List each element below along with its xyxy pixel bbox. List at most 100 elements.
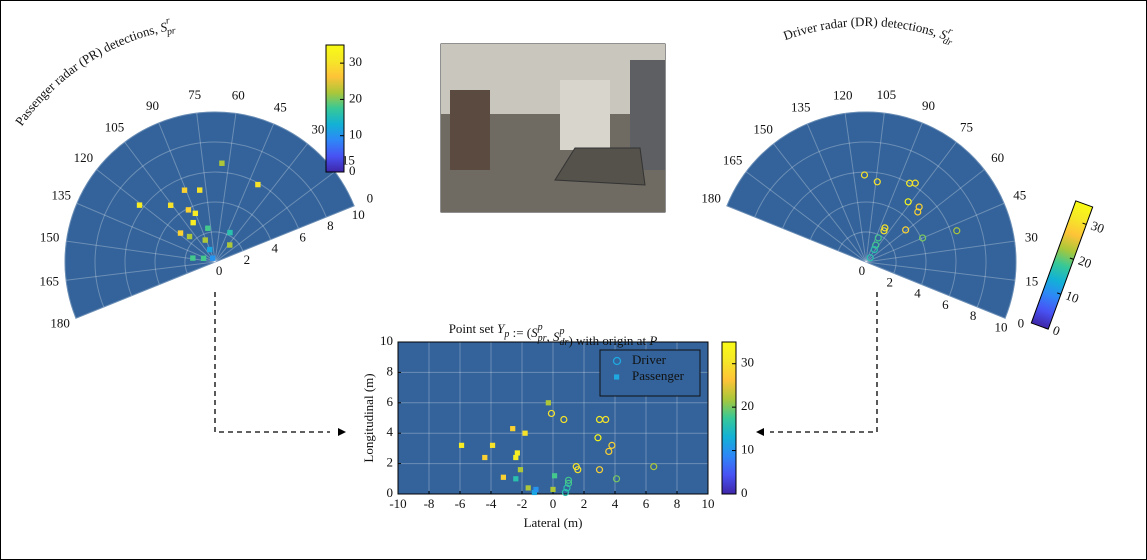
grid-spoke [214, 143, 308, 263]
point [510, 426, 516, 432]
title-sub: pr [165, 25, 177, 38]
colorbar-bar [1030, 200, 1094, 330]
point [612, 475, 621, 483]
point [605, 447, 613, 456]
title-part: S [938, 26, 949, 42]
y-tick-label: 2 [387, 455, 394, 470]
theta-tick-label: 0 [367, 190, 374, 205]
point [202, 237, 208, 243]
point [489, 442, 496, 448]
grid-spoke [865, 240, 1015, 263]
grid-spoke [196, 113, 216, 263]
point [594, 434, 602, 442]
title-part: P [648, 333, 657, 348]
r-tick-label: 6 [299, 229, 306, 244]
grid-spoke [214, 171, 336, 263]
legend-label: Driver [632, 352, 667, 367]
x-tick-label: 8 [674, 496, 681, 511]
theta-tick-label: 90 [146, 98, 159, 113]
colorbar-tick [1069, 257, 1074, 260]
colorbar-tick-label: 20 [1076, 253, 1093, 272]
grid-spoke [75, 261, 216, 319]
point [227, 229, 233, 236]
r-tick-label: 10 [352, 207, 365, 222]
point [167, 202, 174, 208]
theta-tick-label: 180 [701, 190, 721, 205]
grid-circle [726, 111, 1017, 319]
theta-tick-label: 75 [188, 87, 201, 102]
colorbar-bar [325, 44, 345, 173]
r-tick-label: 6 [942, 297, 949, 312]
colorbar-tick-label: 0 [1051, 322, 1062, 338]
colorbar-tick [1044, 327, 1049, 330]
grid-spoke [96, 169, 216, 263]
legend-label: Passenger [632, 368, 685, 383]
point [517, 467, 524, 473]
photo-rack [450, 90, 490, 170]
colorbar-bar [721, 341, 737, 495]
x-axis-label: Lateral (m) [524, 515, 583, 530]
title-part: ) with origin at [568, 333, 649, 348]
point [564, 476, 573, 484]
colorbar-tick-label: 30 [349, 54, 362, 69]
point [902, 226, 910, 234]
r-tick-label: 4 [272, 241, 279, 256]
colorbar-tick [1082, 222, 1087, 225]
theta-tick-label: 15 [1025, 273, 1038, 288]
r-tick-label: 2 [886, 274, 893, 289]
point [873, 178, 881, 186]
colorbar-tick-label: 0 [741, 485, 748, 500]
r-tick-label: 8 [327, 218, 334, 233]
theta-tick-label: 15 [342, 152, 355, 167]
point [207, 246, 213, 253]
point [574, 466, 582, 474]
point [870, 245, 878, 254]
theta-tick-label: 90 [922, 98, 935, 113]
title-sub: dr [560, 337, 569, 348]
photo-conveyor [554, 147, 646, 186]
x-tick-label: 10 [702, 496, 715, 511]
grid-circle [809, 201, 927, 285]
grid-spoke [66, 261, 216, 281]
grid-circle [154, 201, 272, 285]
x-tick-label: -2 [517, 496, 528, 511]
grid-spoke [865, 202, 1005, 263]
title-part: Y [497, 321, 506, 336]
grid-spoke [865, 261, 1006, 319]
camera-photo [440, 43, 666, 213]
x-tick-label: -8 [424, 496, 435, 511]
title-sub: pr [537, 333, 547, 344]
title-part: := ( [509, 325, 531, 340]
colorbar-tick-label: 0 [349, 163, 356, 178]
y-tick-label: 10 [380, 333, 393, 348]
theta-tick-label: 120 [74, 150, 94, 165]
grid-spoke [865, 169, 985, 263]
grid-circle [184, 231, 244, 274]
colorbar-tick-label: 30 [741, 355, 754, 370]
y-tick-label: 0 [387, 485, 394, 500]
point [560, 415, 568, 424]
title-part: S [159, 19, 169, 35]
point [181, 187, 188, 193]
grid-spoke [214, 205, 355, 263]
point [880, 227, 888, 235]
grid-spoke [124, 141, 216, 263]
arrows [214, 292, 878, 433]
photo-door [560, 80, 610, 150]
x-tick-label: 4 [612, 496, 619, 511]
theta-tick-label: 60 [991, 150, 1004, 165]
theta-tick-label: 45 [1013, 188, 1026, 203]
legend-marker [612, 356, 622, 366]
arrow-head [756, 428, 764, 436]
theta-tick-label: 60 [232, 88, 245, 103]
point [186, 233, 193, 240]
grid-spoke [745, 171, 867, 263]
point [177, 230, 184, 236]
colorbar-tick-label: 10 [349, 127, 362, 142]
point [192, 210, 199, 217]
point [874, 234, 882, 242]
arrow-head [338, 428, 346, 436]
colorbar: 0 10 20 30 [325, 44, 362, 178]
title-sup: p [559, 326, 565, 337]
